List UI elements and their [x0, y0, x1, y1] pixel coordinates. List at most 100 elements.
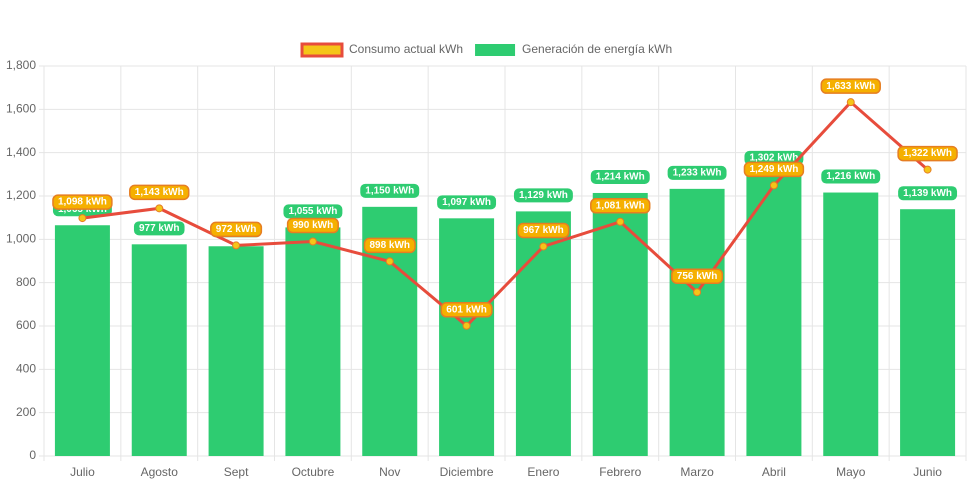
- bar: [592, 192, 648, 456]
- y-tick-label: 1,200: [6, 188, 36, 202]
- x-tick-label: Mayo: [836, 465, 866, 479]
- value-label-text: 1,150 kWh: [365, 185, 414, 196]
- value-label-text: 1,214 kWh: [596, 172, 645, 183]
- point: [462, 321, 471, 330]
- value-label: 1,055 kWh: [283, 204, 343, 219]
- value-label-text: 967 kWh: [523, 225, 564, 236]
- x-tick-label: Junio: [913, 465, 942, 479]
- point: [78, 214, 87, 223]
- y-tick-label: 600: [16, 318, 36, 332]
- y-tick-label: 800: [16, 275, 36, 289]
- value-label-bg: [821, 169, 881, 184]
- x-tick-label: Enero: [527, 465, 559, 479]
- point: [846, 98, 855, 107]
- legend-label: Generación de energía kWh: [522, 42, 672, 56]
- value-label-bg: [129, 184, 190, 201]
- value-label: 990 kWh: [286, 217, 339, 234]
- value-label-text: 1,055 kWh: [288, 206, 337, 217]
- value-label-text: 1,139 kWh: [903, 188, 952, 199]
- value-label: 1,216 kWh: [821, 169, 881, 184]
- value-label-bg: [590, 198, 651, 214]
- legend-swatch: [300, 42, 344, 58]
- bar: [900, 209, 956, 456]
- bar: [54, 225, 110, 456]
- bar: [208, 246, 264, 456]
- value-label-text: 1,249 kWh: [749, 164, 798, 175]
- bar: [131, 244, 187, 456]
- value-label: 967 kWh: [517, 222, 570, 239]
- value-label: 1,633 kWh: [820, 78, 881, 94]
- value-label: 1,249 kWh: [743, 161, 805, 178]
- value-label-bg: [743, 161, 805, 178]
- x-tick-label: Octubre: [292, 465, 335, 479]
- value-label-bg: [360, 183, 420, 198]
- bar: [285, 227, 341, 456]
- value-label: 601 kWh: [440, 302, 493, 318]
- value-label: 1,139 kWh: [898, 186, 958, 201]
- value-label-bg: [897, 145, 958, 162]
- y-tick-label: 1,600: [6, 102, 36, 116]
- value-label-bg: [744, 150, 804, 165]
- value-label-text: 1,633 kWh: [826, 81, 875, 92]
- value-label-text: 1,081 kWh: [596, 200, 645, 211]
- value-label-text: 1,322 kWh: [903, 148, 952, 159]
- point: [232, 241, 241, 250]
- value-label-text: 977 kWh: [139, 223, 180, 234]
- value-label: 1,214 kWh: [590, 169, 650, 184]
- value-label-bg: [667, 165, 727, 180]
- value-label-bg: [286, 217, 339, 234]
- value-label-text: 990 kWh: [293, 220, 334, 231]
- bar: [439, 218, 495, 456]
- legend-label: Consumo actual kWh: [349, 42, 463, 56]
- value-label-bg: [440, 302, 493, 318]
- value-label-bg: [283, 204, 343, 219]
- x-tick-label: Diciembre: [440, 465, 494, 479]
- value-label: 1,143 kWh: [129, 184, 190, 201]
- bar: [515, 211, 571, 456]
- value-label-text: 1,097 kWh: [442, 197, 491, 208]
- value-label-bg: [437, 195, 497, 210]
- value-label-bg: [133, 221, 185, 236]
- x-tick-label: Julio: [70, 465, 95, 479]
- point: [693, 288, 702, 297]
- x-tick-label: Sept: [224, 465, 249, 479]
- point: [616, 217, 625, 226]
- value-label-bg: [671, 268, 724, 284]
- value-label-bg: [363, 237, 416, 254]
- x-tick-label: Febrero: [599, 465, 641, 479]
- point: [769, 181, 778, 190]
- bar: [746, 173, 802, 456]
- y-tick-label: 400: [16, 362, 36, 376]
- value-label: 898 kWh: [363, 237, 416, 254]
- value-label: 977 kWh: [133, 221, 185, 236]
- bar: [823, 192, 879, 457]
- value-label-text: 1,143 kWh: [135, 187, 184, 198]
- value-label-text: 1,302 kWh: [749, 153, 798, 164]
- point: [923, 165, 932, 174]
- point: [539, 242, 548, 251]
- value-label-bg: [513, 188, 573, 203]
- value-label: 1,097 kWh: [437, 195, 497, 210]
- x-tick-label: Marzo: [680, 465, 714, 479]
- y-tick-label: 1,800: [6, 58, 36, 72]
- value-label-text: 1,233 kWh: [673, 167, 722, 178]
- point: [155, 204, 164, 213]
- point: [308, 237, 317, 246]
- value-label-text: 1,129 kWh: [519, 190, 568, 201]
- bar: [669, 188, 725, 456]
- value-label-bg: [898, 186, 958, 201]
- value-label-text: 972 kWh: [216, 224, 257, 235]
- value-label: 1,081 kWh: [590, 198, 651, 214]
- y-tick-label: 1,400: [6, 145, 36, 159]
- x-tick-label: Nov: [379, 465, 400, 479]
- x-tick-label: Abril: [762, 465, 786, 479]
- value-label: 1,129 kWh: [513, 188, 573, 203]
- value-label-text: 601 kWh: [446, 304, 487, 315]
- value-label: 1,098 kWh: [52, 194, 113, 210]
- value-label-bg: [517, 222, 570, 239]
- value-label: 972 kWh: [210, 221, 263, 238]
- value-label-bg: [590, 169, 650, 184]
- value-label-bg: [52, 194, 113, 210]
- point: [385, 257, 394, 266]
